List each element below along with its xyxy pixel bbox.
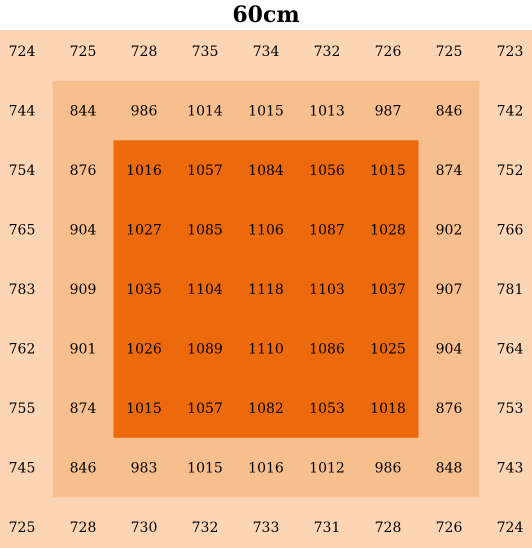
cell-value-r7-c7: 848 — [436, 461, 463, 477]
cell-value-r3-c5: 1087 — [309, 223, 345, 239]
cell-value-r0-c8: 723 — [497, 44, 524, 60]
cell-value-r7-c2: 983 — [131, 461, 158, 477]
cell-value-r1-c2: 986 — [131, 104, 158, 120]
cell-value-r7-c6: 986 — [375, 461, 402, 477]
cell-value-r3-c7: 902 — [436, 223, 463, 239]
cell-value-r1-c4: 1015 — [248, 104, 284, 120]
cell-value-r3-c0: 765 — [9, 223, 36, 239]
cell-value-r7-c0: 745 — [9, 461, 36, 477]
cell-value-r2-c4: 1084 — [248, 163, 284, 179]
cell-value-r0-c4: 734 — [253, 44, 280, 60]
cell-value-r6-c3: 1057 — [187, 401, 223, 417]
cell-value-r3-c4: 1106 — [248, 223, 284, 239]
cell-value-r5-c3: 1089 — [187, 342, 223, 358]
cell-value-r4-c4: 1118 — [248, 282, 284, 298]
cell-value-r0-c7: 725 — [436, 44, 463, 60]
cell-value-r5-c7: 904 — [436, 342, 463, 358]
cell-value-r6-c4: 1082 — [248, 401, 284, 417]
cell-value-r7-c3: 1015 — [187, 461, 223, 477]
cell-value-r2-c6: 1015 — [370, 163, 406, 179]
cell-value-r0-c0: 724 — [9, 44, 36, 60]
cell-value-r5-c4: 1110 — [248, 342, 284, 358]
cell-value-r4-c7: 907 — [436, 282, 463, 298]
cell-value-r7-c8: 743 — [497, 461, 524, 477]
cell-value-r2-c2: 1016 — [126, 163, 162, 179]
cell-value-r1-c3: 1014 — [187, 104, 223, 120]
cell-value-r4-c3: 1104 — [187, 282, 223, 298]
cell-value-r6-c5: 1053 — [309, 401, 345, 417]
cell-value-r2-c3: 1057 — [187, 163, 223, 179]
cell-value-r4-c0: 783 — [9, 282, 36, 298]
cell-value-r5-c8: 764 — [497, 342, 524, 358]
cell-value-r6-c6: 1018 — [370, 401, 406, 417]
cell-value-r7-c1: 846 — [70, 461, 97, 477]
cell-value-r6-c2: 1015 — [126, 401, 162, 417]
cell-value-r0-c5: 732 — [314, 44, 341, 60]
cell-value-r2-c1: 876 — [70, 163, 97, 179]
cell-value-r3-c1: 904 — [70, 223, 97, 239]
cell-value-r0-c3: 735 — [192, 44, 219, 60]
cell-value-r5-c6: 1025 — [370, 342, 406, 358]
cell-value-r6-c1: 874 — [70, 401, 97, 417]
cell-value-r8-c3: 732 — [192, 520, 219, 536]
cell-value-r3-c3: 1085 — [187, 223, 223, 239]
cell-value-r1-c8: 742 — [497, 104, 524, 120]
cell-value-r2-c0: 754 — [9, 163, 36, 179]
cell-value-r4-c1: 909 — [70, 282, 97, 298]
cell-value-r8-c5: 731 — [314, 520, 341, 536]
cell-value-r4-c8: 781 — [497, 282, 524, 298]
cell-value-r3-c2: 1027 — [126, 223, 162, 239]
cell-value-r0-c6: 726 — [375, 44, 402, 60]
cell-value-r1-c7: 846 — [436, 104, 463, 120]
cell-value-r5-c2: 1026 — [126, 342, 162, 358]
cell-value-r6-c7: 876 — [436, 401, 463, 417]
cell-value-r8-c7: 726 — [436, 520, 463, 536]
zones-layer — [0, 30, 532, 548]
chart-title: 60cm — [232, 2, 300, 28]
cell-value-r8-c4: 733 — [253, 520, 280, 536]
cell-value-r0-c1: 725 — [70, 44, 97, 60]
cell-value-r6-c8: 753 — [497, 401, 524, 417]
cell-value-r8-c8: 724 — [497, 520, 524, 536]
labels-layer: 724 725 728 735 734 732 726 725 723 744 844 986 1014… — [9, 44, 524, 536]
cell-value-r1-c0: 744 — [9, 104, 36, 120]
cell-value-r6-c0: 755 — [9, 401, 36, 417]
cell-value-r5-c1: 901 — [70, 342, 97, 358]
cell-value-r3-c8: 766 — [497, 223, 524, 239]
cell-value-r2-c5: 1056 — [309, 163, 345, 179]
cell-value-r3-c6: 1028 — [370, 223, 406, 239]
cell-value-r4-c6: 1037 — [370, 282, 406, 298]
cell-value-r8-c2: 730 — [131, 520, 158, 536]
cell-value-r5-c5: 1086 — [309, 342, 345, 358]
cell-value-r8-c6: 728 — [375, 520, 402, 536]
heatmap-chart: 724 725 728 735 734 732 726 725 723 744 844 986 1014… — [0, 30, 532, 548]
cell-value-r7-c5: 1012 — [309, 461, 345, 477]
cell-value-r2-c7: 874 — [436, 163, 463, 179]
cell-value-r8-c1: 728 — [70, 520, 97, 536]
cell-value-r1-c6: 987 — [375, 104, 402, 120]
zone-inner — [113, 140, 419, 438]
cell-value-r7-c4: 1016 — [248, 461, 284, 477]
cell-value-r4-c2: 1035 — [126, 282, 162, 298]
cell-value-r4-c5: 1103 — [309, 282, 345, 298]
cell-value-r1-c5: 1013 — [309, 104, 345, 120]
cell-value-r1-c1: 844 — [70, 104, 97, 120]
cell-value-r0-c2: 728 — [131, 44, 158, 60]
cell-value-r2-c8: 752 — [497, 163, 524, 179]
cell-value-r5-c0: 762 — [9, 342, 36, 358]
cell-value-r8-c0: 725 — [9, 520, 36, 536]
